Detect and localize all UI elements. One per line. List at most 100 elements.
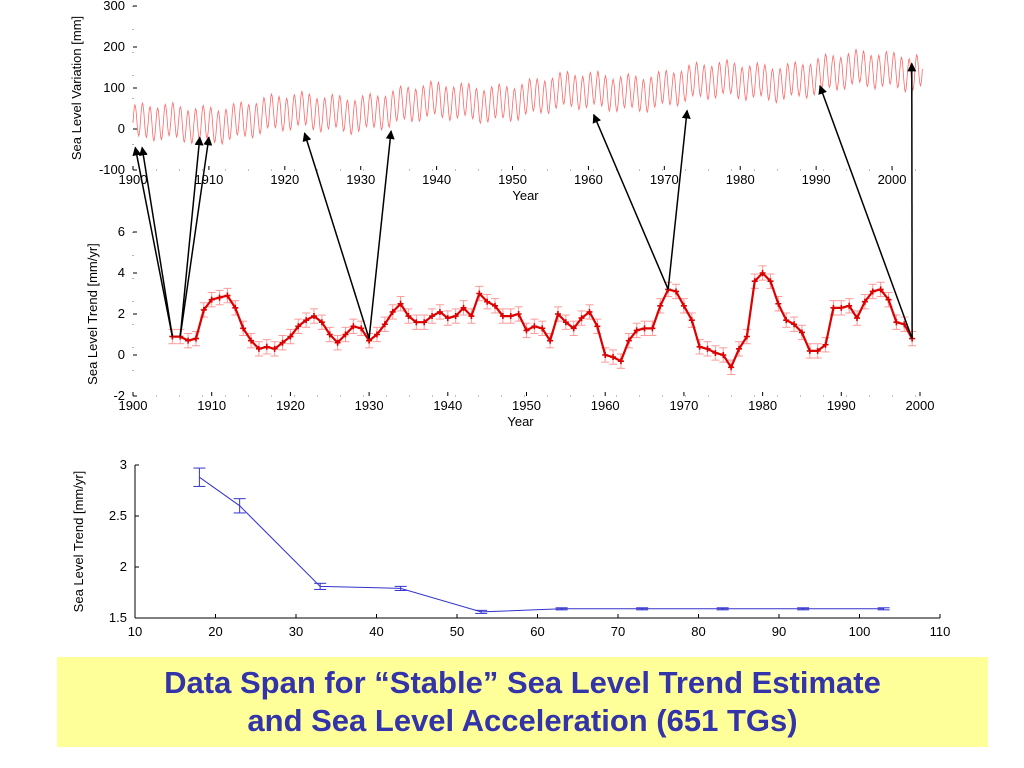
x-tick-label: 1900 bbox=[119, 398, 148, 413]
caption-box: Data Span for “Stable” Sea Level Trend E… bbox=[57, 657, 988, 747]
y-tick-label: 3 bbox=[120, 457, 127, 472]
trend-point bbox=[625, 337, 632, 344]
trend-point bbox=[279, 339, 286, 346]
x-tick-label: 1960 bbox=[591, 398, 620, 413]
trend-point bbox=[429, 313, 436, 320]
trend-point bbox=[539, 325, 546, 332]
connector-arrow bbox=[368, 130, 395, 339]
trend-point bbox=[885, 296, 892, 303]
connector-arrow bbox=[592, 113, 669, 290]
trend-point bbox=[696, 343, 703, 350]
x-tick-label: 40 bbox=[369, 624, 383, 639]
trend-point bbox=[515, 311, 522, 317]
trend-point bbox=[366, 337, 373, 344]
x-tick-label: 70 bbox=[611, 624, 625, 639]
connector-arrow bbox=[667, 109, 691, 290]
trend-point bbox=[854, 315, 861, 322]
trend-point bbox=[531, 323, 538, 330]
trend-point bbox=[287, 333, 294, 340]
caption-line-2: and Sea Level Acceleration (651 TGs) bbox=[247, 703, 798, 738]
x-tick-label: 1910 bbox=[194, 172, 223, 187]
connector-arrow bbox=[138, 146, 174, 337]
sea-level-variation-chart: 1900 1910 1920 1930 1940 1950 1960 1970 1980 1990… bbox=[69, 0, 930, 203]
x-tick-label: 50 bbox=[450, 624, 464, 639]
trend-point bbox=[751, 278, 758, 285]
trend-point bbox=[806, 347, 813, 354]
trend-point bbox=[641, 325, 648, 332]
x-tick-label: 1910 bbox=[197, 398, 226, 413]
trend-point bbox=[381, 321, 388, 328]
y-tick-label: 2 bbox=[120, 559, 127, 574]
trend-point bbox=[688, 317, 695, 324]
trend-point bbox=[507, 313, 514, 320]
trend-point bbox=[830, 304, 837, 311]
trend-point bbox=[570, 325, 577, 332]
trend-point bbox=[861, 298, 868, 305]
span-series-line bbox=[199, 476, 884, 613]
trend-point bbox=[342, 331, 349, 338]
x-tick-label: 1940 bbox=[433, 398, 462, 413]
trend-point bbox=[594, 323, 601, 330]
y-axis-title: Sea Level Variation [mm] bbox=[69, 16, 84, 160]
x-tick-label: 2000 bbox=[906, 398, 935, 413]
x-tick-label: 110 bbox=[930, 624, 951, 639]
connector-arrows bbox=[132, 62, 917, 339]
trend-point bbox=[311, 313, 318, 320]
trend-point bbox=[326, 331, 333, 338]
caption-line-1: Data Span for “Stable” Sea Level Trend E… bbox=[164, 665, 881, 700]
trend-point bbox=[846, 302, 853, 309]
trend-point bbox=[444, 315, 451, 322]
variation-series-line bbox=[132, 48, 923, 146]
trend-point bbox=[791, 321, 798, 328]
trend-point bbox=[240, 325, 247, 332]
x-tick-label: 60 bbox=[530, 624, 544, 639]
trend-point bbox=[208, 296, 215, 303]
trend-point bbox=[397, 300, 404, 307]
connector-arrow bbox=[179, 136, 213, 337]
trend-point bbox=[248, 337, 255, 344]
trend-point bbox=[263, 343, 270, 350]
trend-point bbox=[743, 333, 750, 340]
trend-point bbox=[200, 306, 207, 313]
x-axis-title: Year bbox=[512, 188, 539, 203]
x-tick-label: 1920 bbox=[276, 398, 305, 413]
x-tick-label: 1920 bbox=[270, 172, 299, 187]
x-tick-label: 1970 bbox=[669, 398, 698, 413]
trend-point bbox=[838, 304, 845, 311]
trend-point bbox=[893, 319, 900, 326]
y-tick-label: -100 bbox=[99, 162, 125, 177]
x-tick-label: 30 bbox=[289, 624, 303, 639]
trend-point bbox=[680, 302, 687, 309]
trend-point bbox=[586, 308, 593, 315]
trend-point bbox=[436, 308, 443, 315]
connector-arrow bbox=[302, 132, 370, 339]
x-tick-label: 20 bbox=[208, 624, 222, 639]
y-axis-title: Sea Level Trend [mm/yr] bbox=[85, 243, 100, 385]
x-tick-label: 90 bbox=[772, 624, 786, 639]
trend-point bbox=[617, 358, 624, 365]
connector-arrow bbox=[132, 146, 174, 337]
trend-point bbox=[499, 313, 506, 320]
trend-point bbox=[759, 270, 766, 276]
trend-point bbox=[562, 319, 569, 326]
trend-point bbox=[318, 319, 325, 326]
trend-point bbox=[523, 327, 530, 334]
y-axis-title: Sea Level Trend [mm/yr] bbox=[71, 471, 86, 613]
trend-point bbox=[192, 335, 199, 342]
trend-point bbox=[484, 298, 491, 305]
data-span-trend-chart: 10 20 30 40 50 60 70 80 90 100 110 1.5 2 2.5 3 Sea Leve… bbox=[71, 457, 950, 639]
x-tick-label: 1970 bbox=[650, 172, 679, 187]
trend-point bbox=[704, 345, 711, 352]
y-tick-label: 6 bbox=[118, 224, 125, 239]
connector-arrow bbox=[179, 136, 204, 337]
trend-point bbox=[673, 288, 680, 295]
x-tick-label: 1930 bbox=[346, 172, 375, 187]
x-tick-label: 1980 bbox=[726, 172, 755, 187]
x-tick-label: 80 bbox=[691, 624, 705, 639]
trend-point bbox=[547, 337, 554, 344]
x-tick-label: 2000 bbox=[878, 172, 907, 187]
y-tick-label: -2 bbox=[113, 388, 125, 403]
x-tick-label: 1950 bbox=[512, 398, 541, 413]
x-tick-label: 10 bbox=[128, 624, 142, 639]
y-tick-label: 1.5 bbox=[109, 610, 127, 625]
